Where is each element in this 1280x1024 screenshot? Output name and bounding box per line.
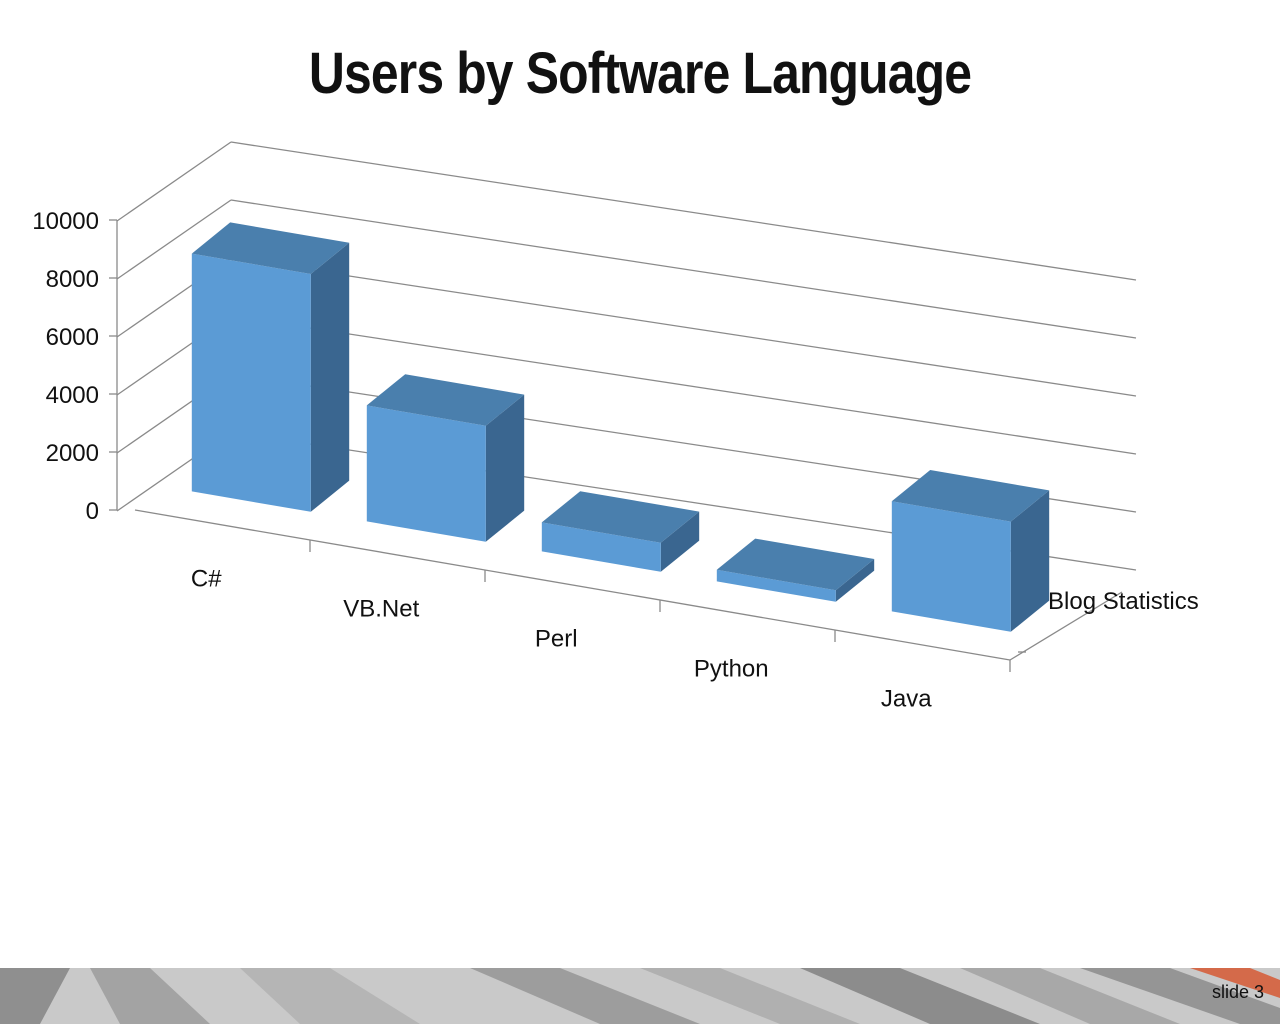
footer-decoration: [0, 968, 1280, 1024]
bar-side-face: [1010, 490, 1050, 632]
category-label: C#: [191, 566, 222, 593]
bar-front-face: [366, 405, 486, 542]
bar-perl: [541, 491, 700, 572]
y-tick-label: 0: [86, 498, 99, 525]
bar-side-face: [310, 242, 350, 512]
series-label: Blog Statistics: [1048, 588, 1199, 615]
bar-top-face: [891, 470, 1050, 522]
bar-front-face: [716, 569, 836, 602]
bar-side-face: [485, 394, 525, 542]
bar-layer: [191, 222, 1050, 632]
y-tick-label: 2000: [46, 440, 99, 467]
bar-front-face: [191, 253, 311, 512]
gridline-back: [230, 199, 1137, 339]
bar-side-face: [660, 511, 700, 572]
y-tick-label: 4000: [46, 382, 99, 409]
category-label: Perl: [535, 626, 578, 653]
depth-axis-line: [1009, 591, 1123, 661]
bar-front-face: [891, 501, 1011, 632]
category-label: Python: [694, 656, 769, 683]
gridline-back: [230, 257, 1137, 397]
bar-top-face: [716, 538, 875, 591]
bar-top-face: [191, 222, 350, 274]
bar-top-face: [541, 491, 700, 543]
bar-front-face: [541, 522, 661, 572]
axis-layer: [109, 219, 1123, 672]
gridline-back: [230, 315, 1137, 455]
slide-number: slide 3: [1211, 982, 1264, 1002]
bar-c-: [191, 222, 350, 512]
y-tick-label: 8000: [46, 266, 99, 293]
gridline-side: [116, 141, 232, 222]
bar-vb-net: [366, 374, 525, 542]
bar-python: [716, 538, 875, 602]
slide-title: Users by Software Language: [308, 41, 972, 106]
x-axis-line: [134, 509, 1011, 661]
gridline-back: [230, 141, 1137, 281]
bar-top-face: [366, 374, 525, 426]
bar-java: [891, 470, 1050, 632]
y-tick-label: 6000: [46, 324, 99, 351]
y-tick-label: 10000: [32, 208, 99, 235]
bar-side-face: [835, 559, 875, 602]
chart: 0 2000 4000 6000 8000 10000 C# VB.Net Perl Python…: [32, 141, 1199, 713]
category-label: VB.Net: [343, 596, 419, 623]
category-label: Java: [881, 686, 932, 713]
gridline-side: [116, 199, 232, 280]
label-layer: 0 2000 4000 6000 8000 10000 C# VB.Net Perl Python…: [32, 208, 1198, 713]
